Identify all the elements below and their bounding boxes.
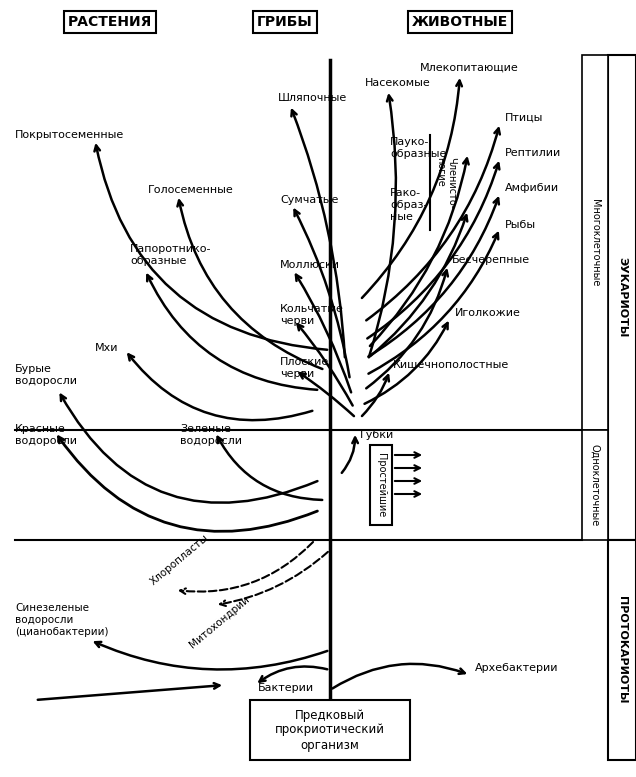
Text: РАСТЕНИЯ: РАСТЕНИЯ — [68, 15, 152, 29]
Text: Кольчатые
черви: Кольчатые черви — [280, 305, 344, 326]
Text: Моллюски: Моллюски — [280, 260, 340, 270]
Text: Папоротнико-
образные: Папоротнико- образные — [130, 244, 212, 266]
Text: Шляпочные: Шляпочные — [278, 93, 347, 103]
Text: Бактерии: Бактерии — [258, 683, 314, 693]
Text: Хлоропласты: Хлоропласты — [148, 533, 211, 587]
Text: ГРИБЫ: ГРИБЫ — [257, 15, 313, 29]
Text: Простейшие: Простейшие — [376, 453, 386, 517]
Text: Одноклеточные: Одноклеточные — [590, 444, 600, 526]
Text: Предковый
прокриотический
организм: Предковый прокриотический организм — [275, 709, 385, 751]
Text: Амфибии: Амфибии — [505, 183, 559, 193]
Bar — [608, 55, 636, 540]
Text: Иголкожие: Иголкожие — [455, 308, 521, 318]
Text: ЖИВОТНЫЕ: ЖИВОТНЫЕ — [412, 15, 508, 29]
Text: Зеленые
водоросли: Зеленые водоросли — [180, 424, 242, 446]
Bar — [370, 445, 392, 525]
Text: ЭУКАРИОТЫ: ЭУКАРИОТЫ — [617, 257, 627, 338]
Text: Голосеменные: Голосеменные — [148, 185, 234, 195]
Bar — [608, 540, 636, 760]
Text: Многоклеточные: Многоклеточные — [590, 199, 600, 286]
Text: Синезеленые
водоросли
(цианобактерии): Синезеленые водоросли (цианобактерии) — [15, 604, 109, 636]
Bar — [582, 55, 608, 430]
Text: Бесчерепные: Бесчерепные — [452, 255, 530, 265]
Text: Плоские
черви: Плоские черви — [280, 357, 329, 379]
Text: Кишечнополостные: Кишечнополостные — [393, 360, 509, 370]
Bar — [250, 700, 410, 760]
Text: Пауко-
образные: Пауко- образные — [390, 138, 446, 159]
Text: Бурые
водоросли: Бурые водоросли — [15, 364, 77, 386]
Text: Губки: Губки — [360, 430, 394, 440]
Text: Митохондрии: Митохондрии — [188, 594, 252, 650]
Text: Мхи: Мхи — [95, 343, 118, 353]
Text: Членисто-
ногие: Членисто- ногие — [435, 157, 457, 209]
Text: Архебактерии: Архебактерии — [475, 663, 558, 673]
Text: Покрытосеменные: Покрытосеменные — [15, 130, 124, 140]
Text: Птицы: Птицы — [505, 113, 543, 123]
Text: Млекопитающие: Млекопитающие — [420, 63, 519, 73]
Text: ПРОТОКАРИОТЫ: ПРОТОКАРИОТЫ — [617, 596, 627, 704]
Text: Рыбы: Рыбы — [505, 220, 536, 230]
Bar — [582, 430, 608, 540]
Text: Сумчатые: Сумчатые — [280, 195, 338, 205]
Text: Красные
водоросли: Красные водоросли — [15, 424, 77, 446]
Text: Насекомые: Насекомые — [365, 78, 431, 88]
Text: Рако-
образ-
ные: Рако- образ- ные — [390, 188, 427, 221]
Text: Рептилии: Рептилии — [505, 148, 561, 158]
